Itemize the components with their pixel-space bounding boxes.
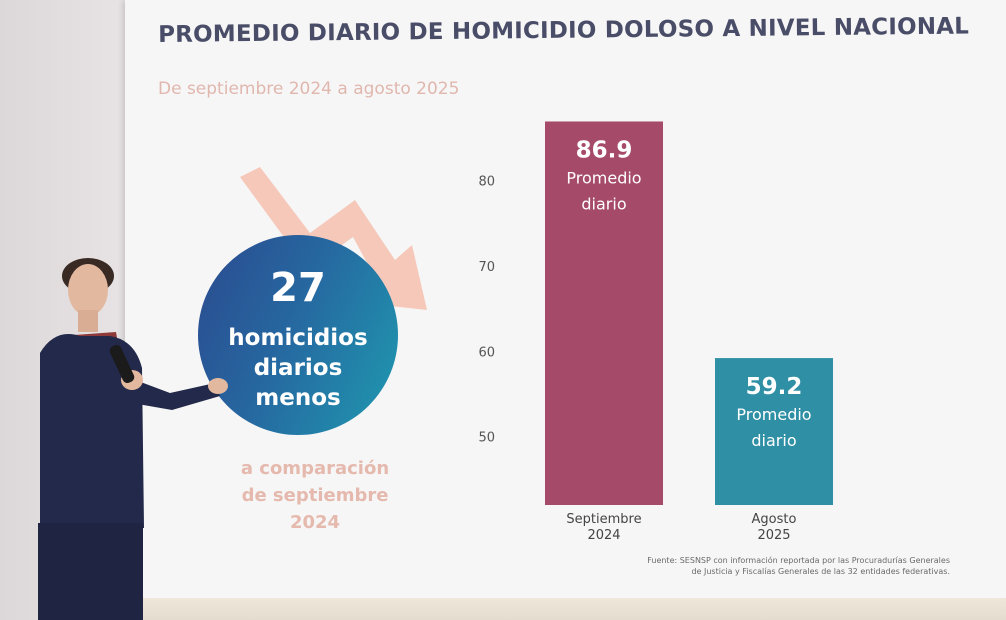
reduction-number: 27 (270, 265, 326, 311)
slide-subtitle: De septiembre 2024 a agosto 2025 (158, 79, 460, 99)
presentation-screen: PROMEDIO DIARIO DE HOMICIDIO DOLOSO A NI… (125, 0, 1006, 600)
reduction-text-line2: diarios (253, 355, 343, 381)
reduction-text-line3: menos (255, 385, 341, 411)
reduction-text: homicidios diarios menos (198, 323, 398, 413)
x-tick-label: Agosto (752, 512, 797, 527)
y-tick-label: 60 (478, 345, 495, 360)
reduction-callout-circle: 27 homicidios diarios menos (198, 235, 398, 435)
bar-caption-line2: diario (751, 431, 796, 450)
comparison-line2: de septiembre (241, 485, 389, 506)
bar-caption-line2: diario (581, 194, 626, 213)
x-tick-label: 2024 (587, 528, 620, 543)
comparison-line3: 2024 (289, 512, 341, 533)
comparison-caption: a comparación de septiembre 2024 (220, 455, 410, 536)
source-line2: de Justicia y Fiscalías Generales de las… (691, 567, 950, 576)
screen-frame-bottom (125, 598, 1006, 620)
source-note: Fuente: SESNSP con información reportada… (580, 555, 950, 577)
downtrend-arrow-icon (240, 167, 427, 310)
slide-title: PROMEDIO DIARIO DE HOMICIDIO DOLOSO A NI… (158, 13, 970, 48)
bar (545, 121, 663, 506)
reduction-text-line1: homicidios (228, 325, 368, 351)
bar-caption-line1: Promedio (566, 168, 641, 187)
y-tick-label: 80 (478, 174, 495, 189)
presenter-figure (38, 258, 228, 620)
bar-value-label: 86.9 (576, 137, 633, 163)
source-line1: Fuente: SESNSP con información reportada… (647, 556, 950, 565)
bar (715, 358, 833, 505)
x-tick-label: Septiembre (566, 512, 641, 527)
bar-chart: 50 60 70 80 86.9 Promedio diario Septiembre2024… (478, 121, 833, 543)
bar-caption-line1: Promedio (736, 405, 811, 424)
y-tick-label: 70 (478, 260, 495, 275)
bar-value-label: 59.2 (746, 374, 803, 400)
y-tick-label: 50 (478, 431, 495, 446)
comparison-line1: a comparación (240, 458, 390, 479)
x-tick-label: 2025 (757, 528, 790, 543)
